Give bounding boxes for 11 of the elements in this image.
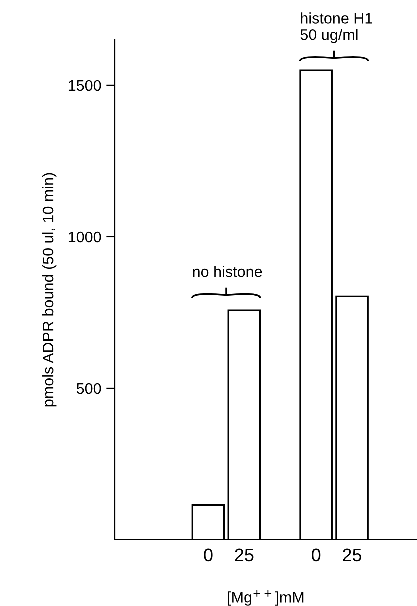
x-tick-label: 25 xyxy=(235,548,254,562)
y-tick-label: 500 xyxy=(76,383,102,394)
annotation: no histone xyxy=(193,266,262,278)
x-tick-label: 25 xyxy=(343,548,362,562)
annotation: histone H1 50 ug/ml xyxy=(300,12,372,44)
x-tick-label: 0 xyxy=(204,548,213,562)
x-tick-label: 0 xyxy=(312,548,321,562)
x-axis-title: [Mg$^{++}$]mM xyxy=(228,590,304,606)
y-tick-label: 1500 xyxy=(68,80,102,92)
y-axis-title: pmols ADPR bound (50 ul, 10 min) xyxy=(42,173,57,407)
y-tick-label: 1000 xyxy=(68,232,102,243)
